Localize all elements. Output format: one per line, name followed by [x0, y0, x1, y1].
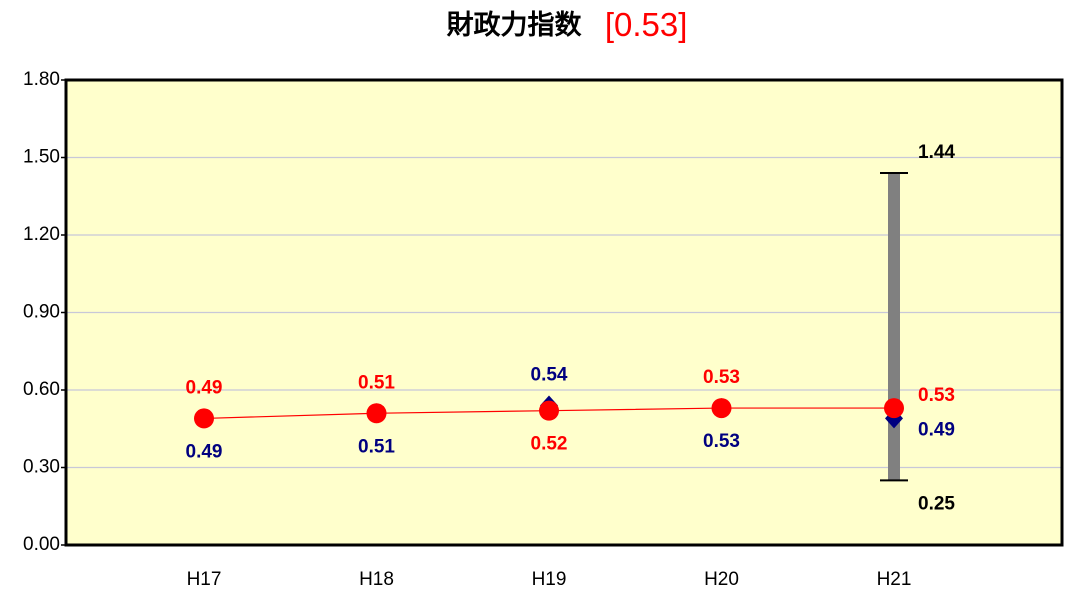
y-tick-label: 0.90 — [23, 302, 60, 323]
range-label: 1.44 — [918, 142, 955, 163]
marker — [884, 398, 904, 419]
data-label: 0.49 — [186, 377, 223, 398]
x-tick-label: H18 — [359, 569, 394, 590]
x-tick-label: H21 — [877, 569, 912, 590]
data-label: 0.53 — [703, 367, 740, 388]
range-bar — [888, 173, 900, 481]
data-label: 0.51 — [358, 436, 395, 457]
data-label: 0.53 — [703, 431, 740, 452]
y-tick-label: 0.00 — [23, 534, 60, 555]
x-tick-label: H19 — [532, 569, 567, 590]
data-label: 0.51 — [358, 372, 395, 393]
data-label: 0.54 — [531, 365, 568, 386]
chart-title-value: [0.53] — [605, 6, 688, 43]
y-tick-label: 0.30 — [23, 457, 60, 478]
chart-title-group: 財政力指数 [0.53] — [447, 6, 688, 43]
y-tick-label: 1.20 — [23, 224, 60, 245]
y-tick-label: 0.60 — [23, 379, 60, 400]
chart-title: 財政力指数 — [447, 10, 583, 40]
data-label: 0.49 — [918, 419, 955, 440]
range-label: 0.25 — [918, 493, 955, 514]
y-tick-label: 1.50 — [23, 147, 60, 168]
marker — [711, 398, 732, 419]
x-tick-label: H17 — [187, 569, 222, 590]
data-label: 0.53 — [918, 385, 955, 406]
marker — [366, 403, 387, 424]
plot-border — [64, 78, 1064, 547]
marker — [194, 408, 214, 429]
y-tick-label: 1.80 — [23, 69, 60, 90]
data-label: 0.52 — [531, 434, 568, 455]
data-label: 0.49 — [186, 441, 223, 462]
marker — [539, 400, 559, 421]
x-tick-label: H20 — [704, 569, 739, 590]
